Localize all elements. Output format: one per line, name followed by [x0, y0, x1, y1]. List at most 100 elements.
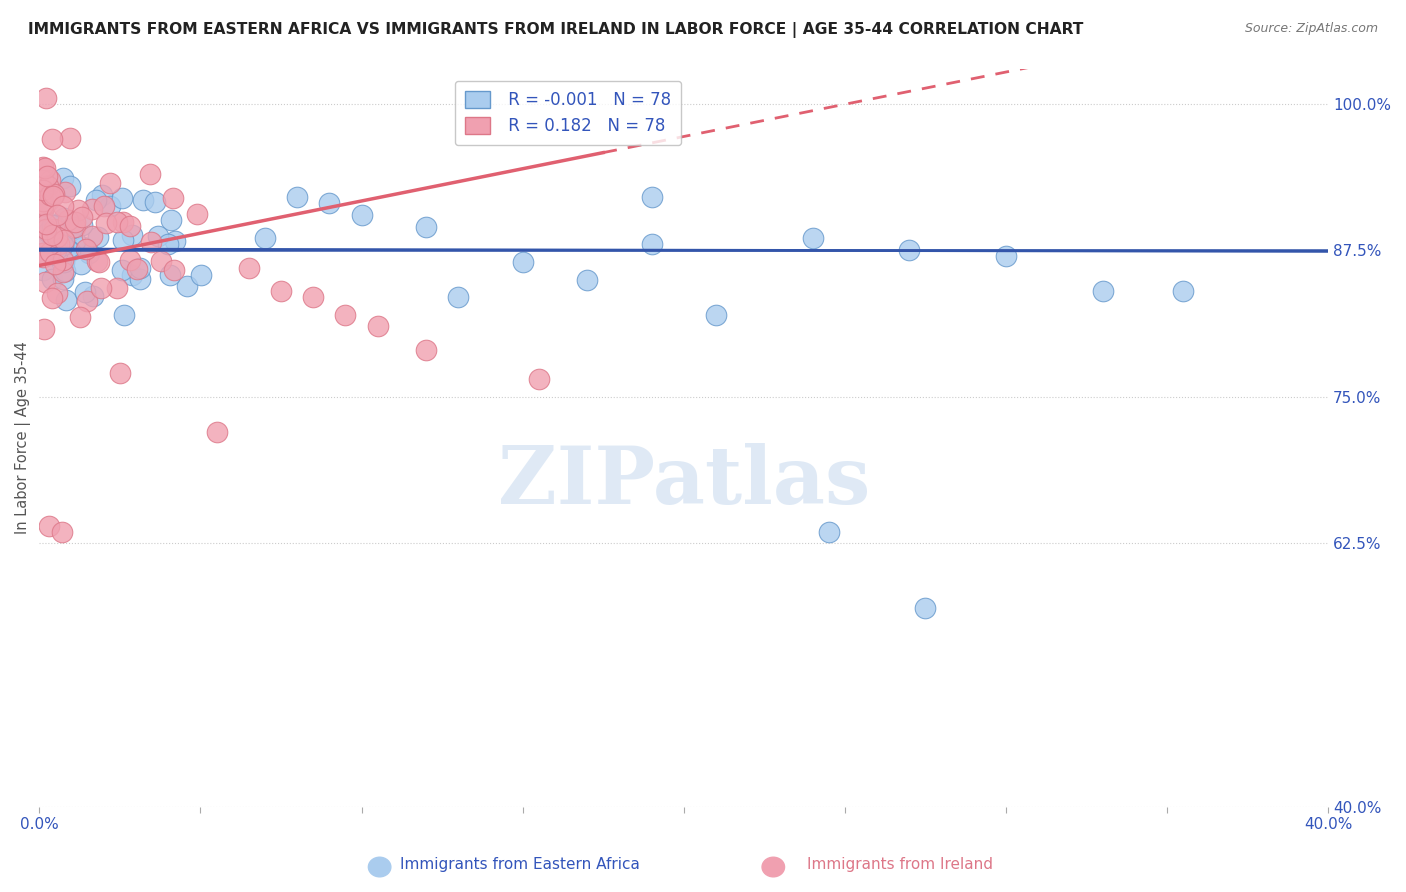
Point [98, 177, 121, 191]
Point [53, 186, 76, 200]
Point [52, 171, 75, 186]
Point [41, 272, 63, 286]
Point [46, 285, 69, 300]
Point [63, 234, 86, 248]
Point [34, 275, 56, 289]
Point [31, 194, 53, 209]
Point [42, 186, 65, 201]
Point [139, 235, 162, 250]
Point [132, 194, 155, 208]
Point [34, 198, 56, 212]
Point [53, 233, 76, 247]
Point [640, 237, 662, 252]
Point [63, 220, 86, 235]
Point [120, 253, 142, 268]
Text: IMMIGRANTS FROM EASTERN AFRICA VS IMMIGRANTS FROM IRELAND IN LABOR FORCE | AGE 3: IMMIGRANTS FROM EASTERN AFRICA VS IMMIGR… [28, 22, 1084, 38]
Point [121, 268, 143, 282]
Point [176, 279, 198, 293]
Point [801, 231, 824, 245]
Point [52, 252, 75, 267]
Point [31, 160, 53, 174]
Point [82, 289, 104, 303]
Point [994, 249, 1017, 263]
Point [91, 187, 114, 202]
Point [76, 293, 98, 308]
Point [55, 293, 77, 308]
Point [52, 272, 75, 286]
Point [69, 310, 91, 324]
Point [98, 199, 121, 213]
Point [77, 246, 100, 260]
Point [118, 219, 141, 233]
Point [42, 221, 65, 235]
Point [86, 253, 108, 268]
Point [108, 366, 131, 380]
Point [35, 169, 58, 183]
Point [38, 194, 60, 208]
Point [35, 91, 58, 105]
Point [44, 257, 66, 271]
Point [34, 161, 56, 176]
Point [37, 225, 59, 239]
Point [32, 233, 55, 247]
Point [41, 248, 63, 262]
Point [48, 237, 70, 252]
Point [190, 268, 212, 283]
Point [72, 210, 94, 224]
Point [302, 290, 325, 304]
Point [52, 211, 75, 226]
Point [31, 235, 53, 249]
Point [31, 250, 53, 264]
Point [112, 215, 135, 229]
Text: Source: ZipAtlas.com: Source: ZipAtlas.com [1244, 22, 1378, 36]
Point [105, 215, 128, 229]
Point [31, 198, 53, 212]
Point [31, 263, 53, 277]
Point [146, 229, 169, 244]
Point [38, 246, 60, 260]
Point [90, 281, 112, 295]
Point [143, 195, 166, 210]
Point [87, 254, 110, 268]
Point [51, 524, 73, 539]
Point [35, 222, 58, 236]
Point [111, 190, 134, 204]
Text: Immigrants from Eastern Africa: Immigrants from Eastern Africa [401, 857, 640, 872]
Point [156, 236, 179, 251]
Point [31, 202, 53, 217]
Point [139, 167, 162, 181]
Point [65, 214, 87, 228]
Point [285, 190, 308, 204]
Point [125, 262, 148, 277]
Point [69, 257, 91, 271]
Point [38, 244, 60, 259]
Point [159, 268, 181, 282]
Point [31, 186, 53, 201]
Point [817, 524, 839, 539]
Point [350, 208, 373, 222]
Point [512, 255, 534, 269]
Point [150, 254, 173, 268]
Point [73, 285, 96, 299]
Point [60, 221, 83, 235]
Point [162, 191, 184, 205]
Point [42, 189, 65, 203]
Point [53, 254, 76, 268]
Point [527, 372, 550, 386]
Point [318, 196, 340, 211]
Point [75, 242, 97, 256]
Point [41, 228, 63, 243]
Point [45, 243, 67, 257]
Point [46, 239, 69, 253]
Point [163, 263, 186, 277]
Point [42, 218, 65, 232]
Point [51, 241, 73, 255]
Point [52, 237, 75, 252]
Point [163, 234, 186, 248]
Point [31, 202, 53, 217]
Point [46, 249, 69, 263]
Point [447, 290, 470, 304]
Legend:  R = -0.001   N = 78,  R = 0.182   N = 78: R = -0.001 N = 78, R = 0.182 N = 78 [454, 80, 681, 145]
Point [121, 227, 143, 242]
Point [66, 202, 89, 217]
